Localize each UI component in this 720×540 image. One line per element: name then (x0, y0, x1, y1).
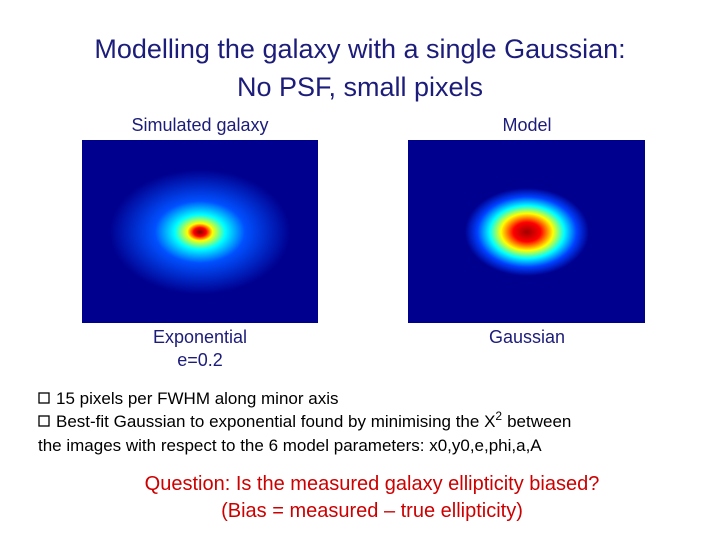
bullet-text: 15 pixels per FWHM along minor axis (56, 389, 338, 408)
galaxy-blob (110, 170, 290, 294)
bullet-text-part: between (507, 412, 571, 431)
question-line: Question: Is the measured galaxy ellipti… (145, 473, 600, 495)
question-line: (Bias = measured – true ellipticity) (221, 500, 523, 522)
panel-caption: Exponential (153, 327, 247, 347)
bullet-text: Best-fit Gaussian to exponential found b… (56, 409, 571, 431)
bullet-text-part: Best-fit Gaussian to exponential found b… (56, 412, 495, 431)
bullet-continuation: the images with respect to the 6 model p… (38, 436, 542, 455)
bullet-icon (38, 415, 50, 427)
model-blob (465, 188, 589, 276)
panel-label: Model (502, 115, 551, 135)
title-line: Modelling the galaxy with a single Gauss… (94, 34, 625, 64)
panel-caption: Gaussian (489, 327, 565, 347)
panel-label: Simulated galaxy (131, 115, 268, 135)
superscript: 2 (495, 409, 502, 423)
panel-caption: e=0.2 (177, 350, 223, 370)
title-line: No PSF, small pixels (237, 72, 483, 102)
bullet-icon (38, 392, 50, 404)
